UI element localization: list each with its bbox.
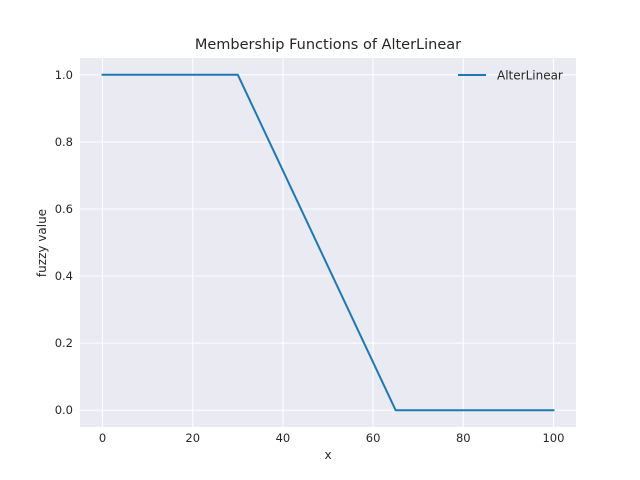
y-tick-labels: 0.0 0.2 0.4 0.6 0.8 1.0 [55, 68, 73, 417]
plot-area [80, 58, 576, 427]
x-tick-label: 40 [276, 431, 291, 445]
y-tick-label: 0.6 [55, 202, 73, 216]
x-tick-label: 20 [185, 431, 200, 445]
x-gridlines [102, 58, 554, 427]
x-tick-label: 0 [99, 431, 106, 445]
chart-title: Membership Functions of AlterLinear [195, 37, 461, 53]
legend: AlterLinear [458, 69, 563, 83]
series-layer [101, 73, 555, 412]
x-tick-label: 100 [542, 431, 564, 445]
y-tick-label: 1.0 [55, 68, 73, 82]
y-tick-label: 0.0 [55, 403, 73, 417]
y-tick-label: 0.4 [55, 269, 73, 283]
series-line-alterlinear [101, 73, 555, 412]
y-tick-label: 0.2 [55, 336, 73, 350]
y-axis-label: fuzzy value [35, 209, 49, 277]
y-tick-label: 0.8 [55, 135, 73, 149]
x-tick-label: 60 [366, 431, 381, 445]
x-axis-label: x [324, 448, 331, 462]
x-tick-labels: 0 20 40 60 80 100 [99, 431, 565, 445]
legend-label-alterlinear: AlterLinear [497, 69, 563, 83]
x-tick-label: 80 [456, 431, 471, 445]
